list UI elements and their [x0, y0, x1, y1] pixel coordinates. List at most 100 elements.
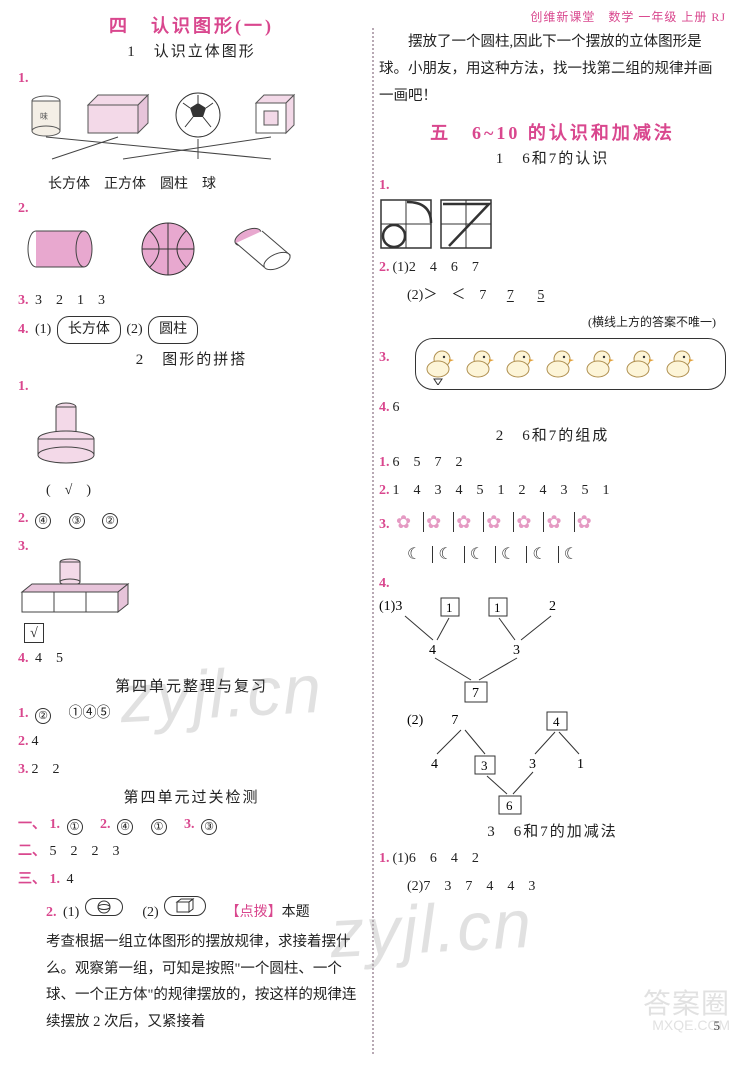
- rv-q2: 2.4: [18, 730, 365, 754]
- sec-3: 三、: [18, 872, 46, 887]
- q2: 2.: [18, 197, 365, 285]
- svg-text:味: 味: [40, 111, 48, 121]
- ans-2: ②: [102, 513, 118, 529]
- q4: 4. (1) 长方体 (2) 圆柱: [18, 316, 365, 344]
- svg-text:1: 1: [577, 757, 584, 772]
- r-q4-answer: 6: [393, 400, 400, 415]
- t3-a1: 4: [67, 872, 74, 887]
- lesson1-title: 1 认识立体图形: [18, 40, 365, 61]
- l2-q4: 4. 4 5: [18, 647, 365, 671]
- page-header: 创维新课堂 数学 一年级 上册 RJ: [379, 8, 726, 25]
- r-lesson3-title: 3 6和7的加减法: [379, 820, 726, 841]
- label-sphere: 球: [202, 173, 216, 193]
- r-lesson1-title: 1 6和7的认识: [379, 147, 726, 168]
- dianbo-t1-head: 本题: [282, 905, 310, 920]
- label-cube: 正方体: [104, 173, 146, 193]
- label-cuboid: 长方体: [48, 173, 90, 193]
- q1-shapes: 1. 味: [18, 67, 365, 169]
- rl3-q1-1-ans: (1)6 6 4 2: [393, 851, 479, 866]
- test-title: 第四单元过关检测: [18, 786, 365, 807]
- column-divider: [372, 28, 374, 1054]
- svg-text:7: 7: [472, 686, 479, 701]
- svg-text:6: 6: [506, 798, 513, 813]
- dianbo-text: 考查根据一组立体图形的摆放规律，求接着摆什么。观察第一组，可知是按照"一个圆柱、…: [46, 929, 365, 1036]
- unit5-title: 五 6~10 的认识和加减法: [379, 119, 726, 145]
- rl3-q1-2: (2)7 3 7 4 4 3: [407, 875, 726, 899]
- l2-q4-answer: 4 5: [35, 651, 63, 666]
- left-column: 四 认识图形(一) 1 认识立体图形 1. 味: [18, 8, 365, 1040]
- r-q2-1-ans: (1)2 4 6 7: [393, 260, 479, 275]
- rl2-q4: 4. (1)3 1 1 2 4 3 7: [379, 572, 726, 706]
- t3-q2-1: (1): [63, 905, 79, 920]
- tick-1: √: [65, 483, 73, 498]
- sec-2: 二、: [18, 844, 46, 859]
- test-3-2: 2. (1) (2) 【点拨】本题: [46, 896, 365, 925]
- test-3-1: 三、 1. 4: [18, 868, 365, 892]
- q2-number: 2.: [18, 201, 29, 216]
- q4-2-answer: 圆柱: [148, 316, 198, 344]
- svg-text:4: 4: [429, 643, 436, 658]
- r-q2-note: (横线上方的答案不唯一): [379, 312, 716, 332]
- dianbo-label: 【点拨】: [226, 905, 282, 920]
- rl3-q1-1: 1.(1)6 6 4 2: [379, 847, 726, 871]
- rl2-q1-answer: 6 5 7 2: [393, 455, 463, 470]
- t1-q2: 2.: [100, 817, 111, 832]
- rv-q3: 3.2 2: [18, 758, 365, 782]
- ans-4: ④: [35, 513, 51, 529]
- rl3-q1-2-ans: (2)7 3 7 4 4 3: [407, 879, 535, 894]
- svg-text:(2) 7: (2) 7: [407, 713, 458, 728]
- chick-box: [415, 338, 727, 390]
- tree2: (2) 7 4 4 3 3 1 6: [407, 710, 726, 816]
- cont-text: 摆放了一个圆柱,因此下一个摆放的立体图形是球。小朋友，用这种方法，找一找第二组的…: [379, 29, 726, 109]
- ans-3: ③: [69, 513, 85, 529]
- t1-a2b: ①: [151, 819, 167, 835]
- rv-q1-a: ②: [35, 708, 51, 724]
- sphere-icon: [85, 898, 123, 916]
- r-q2-2b: 7: [504, 288, 517, 303]
- q1-labels: 长方体 正方体 圆柱 球: [48, 173, 365, 193]
- rv-q2-answer: 4: [32, 734, 39, 749]
- t1-a3: ③: [201, 819, 217, 835]
- r-lesson2-title: 2 6和7的组成: [379, 424, 726, 445]
- review-title: 第四单元整理与复习: [18, 675, 365, 696]
- sec-1: 一、: [18, 817, 46, 832]
- r-q1-svg: [379, 198, 509, 252]
- rl2-q2-answer: 1 4 3 4 5 1 2 4 3 5 1: [393, 483, 610, 498]
- l2-q2: 2. ④ ③ ②: [18, 507, 365, 531]
- l2-q4-number: 4.: [18, 651, 29, 666]
- tree1-svg: (1)3 1 1 2 4 3 7: [379, 596, 599, 706]
- l2-q3: 3. √: [18, 535, 365, 644]
- chicks-svg: [424, 343, 704, 385]
- r-q4: 4.6: [379, 396, 726, 420]
- r-q2-1: 2.(1)2 4 6 7: [379, 256, 726, 280]
- svg-text:4: 4: [553, 714, 560, 729]
- l2-q1-svg: [18, 399, 138, 475]
- flowers: ✿✿✿✿✿✿✿: [396, 512, 595, 532]
- q4-1-label: (1): [35, 322, 51, 337]
- r-q2-2a: (2)＞ ＜ 7: [407, 288, 500, 303]
- brand-line-1: 答案圈: [643, 990, 730, 1018]
- unit4-title: 四 认识图形(一): [18, 12, 365, 38]
- svg-text:3: 3: [481, 758, 488, 773]
- r-q2-2c: 5: [534, 288, 547, 303]
- r-q2-2: (2)＞ ＜ 7 7 5: [407, 284, 726, 308]
- q4-number: 4.: [18, 322, 29, 337]
- l2-q1-number: 1.: [18, 379, 29, 394]
- t1-q1: 1.: [50, 817, 61, 832]
- t3-q2: 2.: [46, 905, 57, 920]
- svg-text:4: 4: [431, 757, 438, 772]
- q4-1-answer: 长方体: [57, 316, 121, 344]
- test-1: 一、 1. ① 2. ④ ① 3. ③: [18, 813, 365, 837]
- tree2-svg: (2) 7 4 4 3 3 1 6: [407, 710, 627, 816]
- rl2-q3: 3. ✿✿✿✿✿✿✿: [379, 507, 726, 538]
- svg-text:1: 1: [446, 600, 453, 615]
- svg-text:3: 3: [513, 643, 520, 658]
- t1-a2a: ④: [117, 819, 133, 835]
- svg-text:3: 3: [529, 757, 536, 772]
- t1-q3: 3.: [184, 817, 195, 832]
- svg-text:2: 2: [549, 599, 556, 614]
- t1-a1: ①: [67, 819, 83, 835]
- t3-q1: 1.: [50, 872, 61, 887]
- r-q1: 1.: [379, 174, 726, 252]
- t2-answer: 5 2 2 3: [50, 844, 120, 859]
